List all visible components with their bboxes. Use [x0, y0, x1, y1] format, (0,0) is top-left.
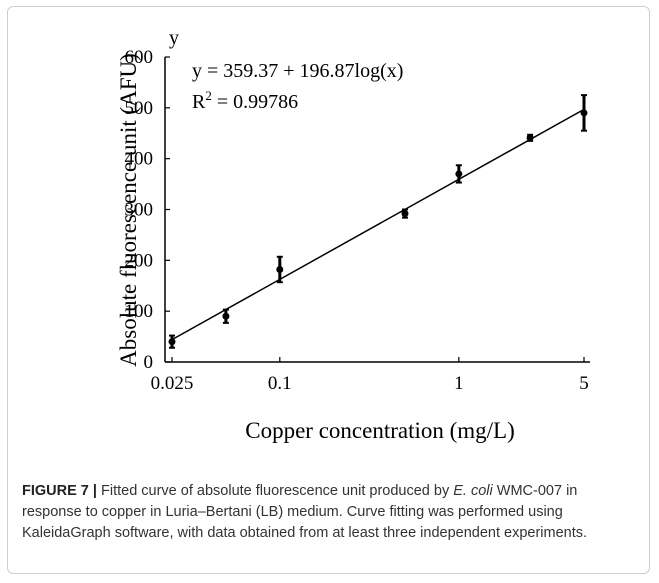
data-point [276, 265, 284, 273]
data-point [580, 109, 588, 117]
x-tick-label: 0.025 [151, 373, 194, 394]
figure-frame [7, 6, 650, 574]
caption-organism: E. coli [453, 483, 493, 499]
caption-label: FIGURE 7 | [22, 483, 97, 499]
chart: y y = 359.37 + 196.87log(x) R2 = 0.99786 … [116, 27, 590, 443]
caption-text: WMC-007 in response to copper in Luria–B… [22, 483, 588, 541]
data-point [168, 338, 176, 346]
data-point [222, 312, 230, 320]
data-point [401, 210, 409, 218]
x-tick-label: 1 [454, 373, 464, 394]
x-tick-label: 0.1 [268, 373, 292, 394]
equation: y = 359.37 + 196.87log(x) [192, 60, 403, 82]
r-squared-exponent: 2 [205, 88, 212, 103]
y-axis-label: Absolute fluorescence unit (AFU) [116, 53, 141, 367]
r-squared-symbol: R [192, 91, 206, 113]
caption-text: Fitted curve of absolute fluorescence un… [101, 483, 450, 499]
x-axis-label: Copper concentration (mg/L) [245, 418, 515, 443]
y-tick-label: 400 [125, 149, 154, 170]
y-axis-name: y [169, 27, 179, 49]
x-tick-label: 5 [579, 373, 589, 394]
r-squared-value: = 0.99786 [217, 91, 298, 113]
caption: FIGURE 7 | Fitted curve of absolute fluo… [22, 481, 640, 544]
fit-line [171, 108, 585, 341]
y-tick-label: 0 [144, 352, 154, 373]
y-tick-label: 600 [125, 47, 154, 68]
y-tick-label: 300 [125, 200, 154, 221]
y-tick-label: 500 [125, 98, 154, 119]
y-tick-label: 200 [125, 250, 154, 271]
data-point [455, 170, 463, 178]
r-squared: R2 = 0.99786 [192, 88, 298, 113]
y-tick-label: 100 [125, 301, 154, 322]
data-point [526, 134, 534, 142]
